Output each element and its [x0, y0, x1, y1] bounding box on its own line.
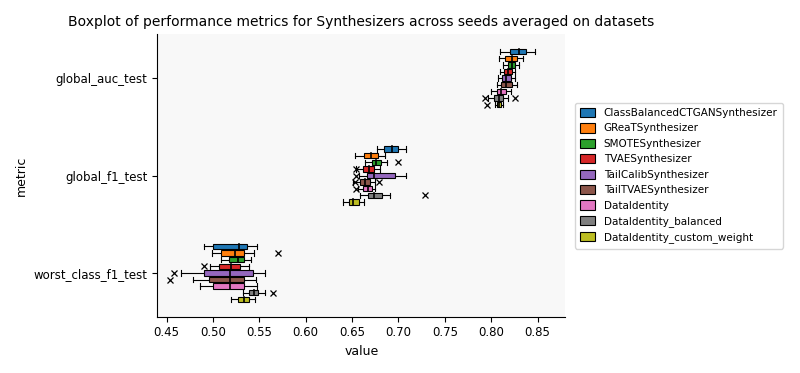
- FancyBboxPatch shape: [364, 153, 378, 159]
- X-axis label: value: value: [344, 345, 378, 358]
- FancyBboxPatch shape: [219, 264, 240, 269]
- Y-axis label: metric: metric: [15, 155, 28, 196]
- FancyBboxPatch shape: [360, 179, 370, 185]
- Title: Boxplot of performance metrics for Synthesizers across seeds averaged on dataset: Boxplot of performance metrics for Synth…: [68, 15, 654, 29]
- Legend: ClassBalancedCTGANSynthesizer, GReaTSynthesizer, SMOTESynthesizer, TVAESynthesiz: ClassBalancedCTGANSynthesizer, GReaTSynt…: [574, 103, 783, 248]
- FancyBboxPatch shape: [350, 199, 358, 205]
- FancyBboxPatch shape: [497, 89, 506, 94]
- FancyBboxPatch shape: [368, 193, 382, 198]
- FancyBboxPatch shape: [508, 62, 515, 68]
- FancyBboxPatch shape: [249, 290, 258, 295]
- FancyBboxPatch shape: [363, 186, 371, 191]
- FancyBboxPatch shape: [505, 56, 517, 61]
- FancyBboxPatch shape: [222, 250, 245, 256]
- FancyBboxPatch shape: [229, 257, 245, 262]
- FancyBboxPatch shape: [385, 146, 398, 152]
- FancyBboxPatch shape: [238, 297, 249, 302]
- FancyBboxPatch shape: [502, 82, 511, 87]
- FancyBboxPatch shape: [502, 75, 510, 81]
- FancyBboxPatch shape: [510, 49, 526, 54]
- FancyBboxPatch shape: [497, 102, 502, 107]
- FancyBboxPatch shape: [213, 244, 247, 249]
- FancyBboxPatch shape: [367, 173, 394, 178]
- FancyBboxPatch shape: [363, 166, 374, 172]
- FancyBboxPatch shape: [494, 95, 503, 101]
- FancyBboxPatch shape: [210, 277, 243, 282]
- FancyBboxPatch shape: [504, 69, 511, 74]
- FancyBboxPatch shape: [204, 270, 253, 276]
- FancyBboxPatch shape: [371, 160, 381, 165]
- FancyBboxPatch shape: [213, 283, 243, 289]
